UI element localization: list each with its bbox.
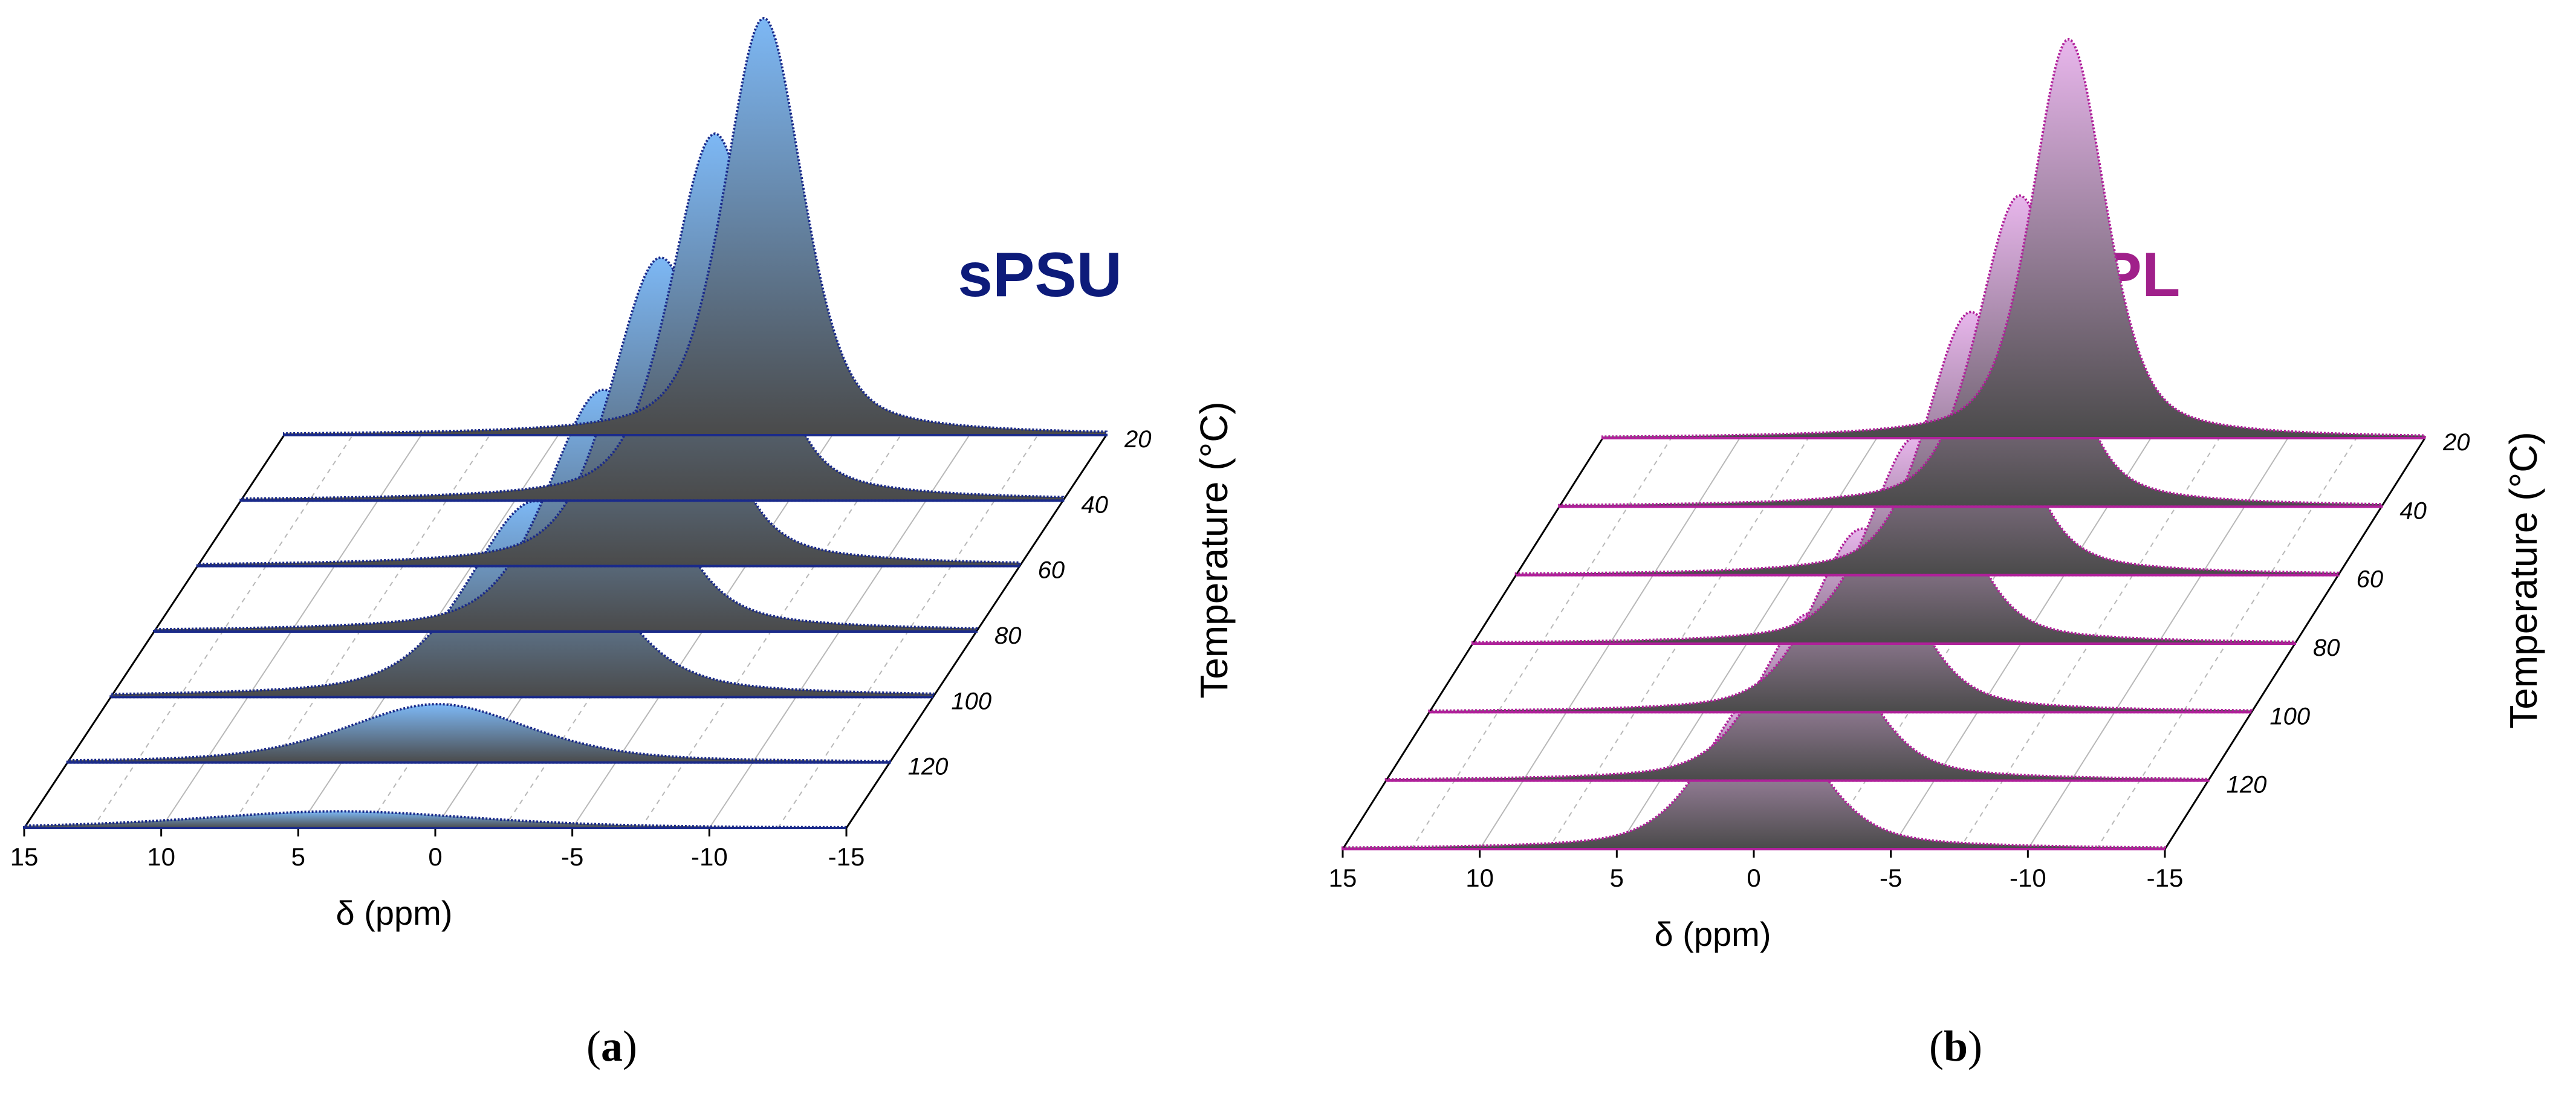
x-tick-label: -5 [1880, 864, 1902, 892]
y-axis-label: Temperature (°C) [1192, 401, 1236, 699]
x-tick-label: -15 [828, 843, 865, 871]
temperature-tick-label: 100 [951, 688, 991, 714]
spectrum-area [23, 810, 848, 829]
spectrum-area [66, 703, 891, 764]
temperature-tick-label: 20 [1124, 426, 1152, 453]
x-tick-label: 5 [1610, 864, 1624, 892]
chart-spsu: 15 10 5 0 -5 -10 -15 δ (ppm) 20 40 60 80 100 120 Tempe… [10, 16, 1236, 932]
spectrum-area [283, 16, 1108, 436]
spectrum-area [1601, 37, 2426, 439]
x-tick-label: -5 [561, 843, 583, 871]
panel-a: 15 10 5 0 -5 -10 -15 δ (ppm) 20 40 60 80 100 120 Tempe… [10, 16, 1236, 1070]
temperature-tick-label: 40 [1081, 491, 1108, 518]
x-tick-label: 5 [291, 843, 305, 871]
x-axis-label: δ (ppm) [1655, 915, 1771, 953]
temperature-tick-label: 120 [908, 754, 949, 780]
x-tick-label: -10 [691, 843, 728, 871]
x-tick-label: 15 [10, 843, 39, 871]
panel-label-b: (b) [1929, 1022, 1983, 1070]
x-tick-label: 0 [1747, 864, 1760, 892]
spectrum-120 [66, 703, 891, 764]
temperature-tick-label: 100 [2269, 703, 2310, 729]
y-axis-label: Temperature (°C) [2502, 432, 2545, 729]
temperature-tick-label: 80 [2313, 635, 2340, 661]
chart-title: sPSU [958, 240, 1122, 310]
x-tick-label: 10 [147, 843, 175, 871]
panel-b: 15 10 5 0 -5 -10 -15 δ (ppm) 20 40 60 80 100 120 Tempe… [1288, 0, 2576, 1103]
temperature-tick-label: 80 [994, 623, 1022, 649]
panel-label-a: (a) [586, 1022, 637, 1070]
spectrum-20 [1601, 37, 2426, 439]
spectrum-140 [23, 810, 848, 829]
temperature-tick-label: 20 [2442, 429, 2470, 456]
spectrum-60 [1514, 311, 2340, 577]
temperature-tick-label: 40 [2399, 497, 2427, 524]
spectrum-area [1558, 194, 2383, 508]
spectrum-40 [1558, 194, 2383, 508]
x-tick-label: -10 [2010, 864, 2046, 892]
x-axis-label: δ (ppm) [336, 894, 453, 932]
x-tick-label: -15 [2147, 864, 2184, 892]
x-tick-label: 0 [428, 843, 442, 871]
spectrum-area [1514, 311, 2340, 577]
spectrum-area [196, 256, 1021, 568]
temperature-tick-label: 60 [1038, 557, 1065, 584]
spectrum-60 [196, 256, 1021, 568]
temperature-tick-label: 120 [2227, 772, 2267, 798]
x-tick-label: 10 [1465, 864, 1494, 892]
temperature-tick-label: 60 [2357, 566, 2384, 593]
spectrum-20 [283, 16, 1108, 436]
chart-spl: 15 10 5 0 -5 -10 -15 δ (ppm) 20 40 60 80 100 120 Tempe… [1329, 37, 2545, 953]
x-tick-label: 15 [1329, 864, 1357, 892]
